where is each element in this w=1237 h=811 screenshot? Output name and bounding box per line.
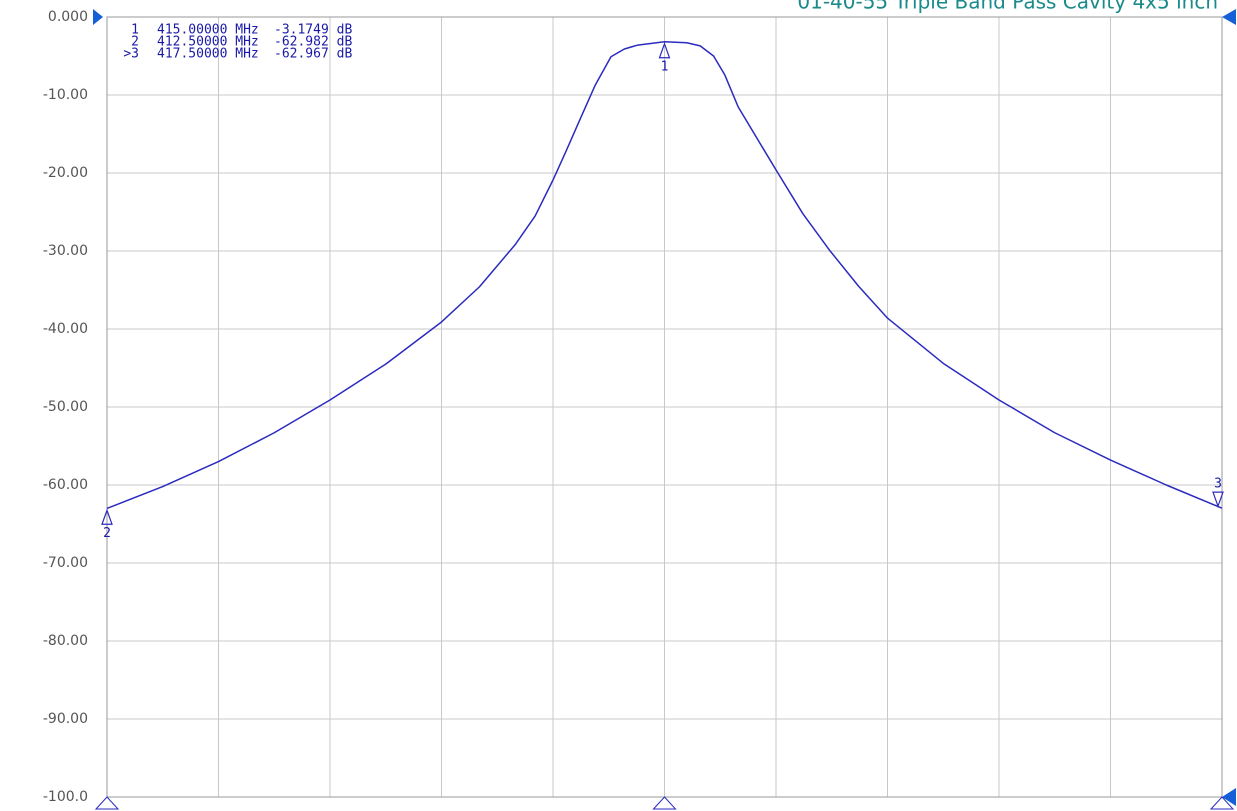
chart-title: 01-40-55 Triple Band Pass Cavity 4x5 inc… bbox=[797, 0, 1218, 14]
stimulus-marker bbox=[652, 796, 677, 810]
y-tick-label: -10.00 bbox=[43, 87, 88, 103]
stimulus-marker bbox=[94, 796, 120, 810]
y-tick-label: -30.00 bbox=[43, 243, 88, 259]
y-tick-label: -50.00 bbox=[43, 399, 88, 415]
marker-label: 3 bbox=[1214, 477, 1222, 492]
stimulus-marker bbox=[1209, 796, 1235, 810]
reference-arrow bbox=[93, 9, 103, 25]
marker-row-label: >3 bbox=[123, 47, 139, 62]
y-tick-label: -70.00 bbox=[43, 555, 88, 571]
marker bbox=[1212, 491, 1224, 508]
marker-value: -62.967 dB bbox=[274, 47, 352, 62]
corner-arrow bbox=[1222, 788, 1236, 806]
marker-value: -3.1749 dB bbox=[274, 23, 352, 38]
y-tick-label: -80.00 bbox=[43, 633, 88, 649]
marker-row-label: 1 bbox=[131, 23, 139, 38]
marker-value: -62.982 dB bbox=[274, 35, 352, 50]
y-tick-label: -40.00 bbox=[43, 321, 88, 337]
corner-arrow bbox=[1222, 9, 1236, 25]
y-tick-label: -100.0 bbox=[43, 789, 88, 805]
y-tick-label: -60.00 bbox=[43, 477, 88, 493]
y-tick-label: -20.00 bbox=[43, 165, 88, 181]
marker-label: 1 bbox=[661, 59, 669, 74]
y-tick-label: 0.000 bbox=[48, 9, 88, 25]
trace bbox=[106, 40, 1223, 510]
marker bbox=[101, 508, 113, 525]
marker-frequency: 415.00000 MHz bbox=[157, 23, 259, 38]
marker-frequency: 412.50000 MHz bbox=[157, 35, 259, 50]
marker-row-label: 2 bbox=[131, 35, 139, 50]
marker bbox=[658, 41, 671, 59]
y-tick-label: -90.00 bbox=[43, 711, 88, 727]
marker-frequency: 417.50000 MHz bbox=[157, 47, 259, 62]
marker-label: 2 bbox=[103, 526, 111, 541]
